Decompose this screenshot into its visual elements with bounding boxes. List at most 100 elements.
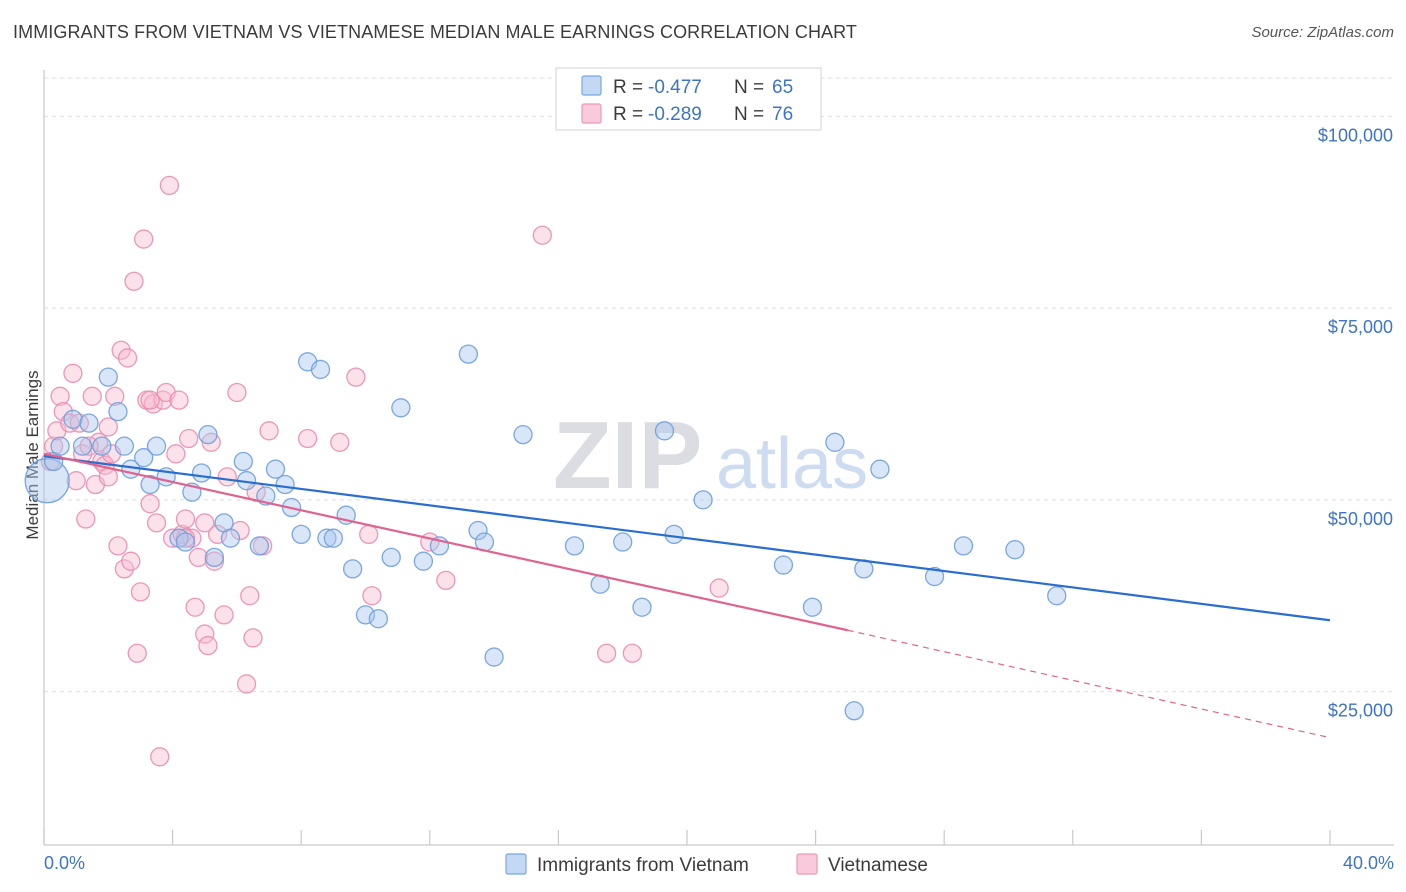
data-point-immigrants [198, 425, 218, 445]
y-tick-label: $25,000 [1328, 701, 1393, 721]
data-point-vietnamese [63, 363, 83, 383]
data-point-immigrants [317, 528, 337, 548]
data-point-vietnamese [227, 382, 247, 403]
data-point-immigrants [323, 528, 344, 548]
data-point-immigrants [191, 463, 212, 483]
data-point-vietnamese [330, 432, 350, 452]
legend-r-value: -0.289 [648, 104, 702, 125]
data-point-immigrants [391, 398, 411, 418]
data-point-immigrants [275, 474, 295, 495]
data-point-vietnamese [195, 624, 215, 644]
data-point-vietnamese [140, 390, 160, 410]
data-point-vietnamese [150, 747, 170, 767]
data-point-vietnamese [134, 229, 154, 249]
data-point-vietnamese [217, 467, 237, 487]
data-point-immigrants [265, 459, 286, 479]
legend-swatch-pink [581, 103, 602, 124]
legend-n-label: N = [734, 77, 764, 98]
data-point-vietnamese [195, 513, 215, 533]
data-point-vietnamese [198, 635, 218, 656]
data-point-immigrants [204, 547, 225, 568]
y-tick-label: $75,000 [1328, 317, 1393, 337]
data-point-vietnamese [76, 509, 96, 529]
data-point-immigrants [140, 474, 160, 495]
data-point-vietnamese [166, 444, 186, 464]
data-point-immigrants [1047, 586, 1067, 606]
data-point-immigrants [249, 536, 270, 556]
data-point-vietnamese [66, 471, 86, 491]
trend-line-vietnamese [43, 452, 848, 632]
data-point-immigrants [342, 559, 363, 579]
data-point-immigrants [1005, 540, 1025, 560]
data-point-vietnamese [240, 586, 260, 606]
data-point-vietnamese [188, 547, 208, 568]
data-point-vietnamese [346, 367, 366, 387]
data-point-immigrants [825, 432, 845, 452]
series-vietnamese-points [40, 175, 729, 767]
chart-title: IMMIGRANTS FROM VIETNAM VS VIETNAMESE ME… [13, 22, 858, 42]
trend-line-vietnamese-extrapolated [847, 629, 1331, 739]
legend-r-label: R = [613, 104, 643, 125]
data-point-immigrants [368, 609, 389, 629]
trend-line-immigrants [43, 455, 1331, 622]
data-point-immigrants [310, 359, 331, 380]
legend-n-value: 65 [772, 77, 793, 98]
data-point-vietnamese [105, 386, 125, 406]
data-point-vietnamese [108, 536, 128, 556]
data-point-immigrants [220, 528, 241, 548]
data-point-immigrants [72, 436, 93, 456]
data-point-immigrants [844, 701, 864, 721]
data-point-vietnamese [50, 386, 70, 406]
data-point-immigrants [484, 647, 504, 667]
data-point-immigrants [79, 413, 99, 433]
data-point-immigrants [924, 566, 945, 587]
data-point-immigrants [114, 436, 135, 456]
bottom-legend: Immigrants from Vietnam Vietnamese [505, 853, 928, 876]
y-tick-label: $50,000 [1328, 509, 1393, 529]
data-point-vietnamese [53, 401, 73, 422]
data-point-vietnamese [146, 513, 167, 533]
data-point-vietnamese [436, 570, 456, 591]
data-point-vietnamese [98, 417, 118, 437]
data-point-vietnamese [159, 175, 180, 196]
data-point-immigrants [63, 409, 83, 429]
trend-lines [43, 452, 1331, 739]
data-point-immigrants [175, 532, 196, 552]
data-point-vietnamese [121, 551, 141, 571]
data-point-vietnamese [117, 348, 138, 368]
data-point-immigrants [664, 524, 684, 545]
data-point-vietnamese [297, 428, 318, 449]
data-point-vietnamese [111, 340, 131, 360]
y-tick-label: $100,000 [1318, 125, 1393, 145]
data-point-vietnamese [82, 386, 102, 406]
data-point-immigrants [381, 547, 401, 568]
data-point-vietnamese [169, 390, 189, 410]
data-point-vietnamese [130, 582, 151, 602]
x-tick-label-max: 40.0% [1343, 853, 1394, 873]
data-point-vietnamese [243, 628, 263, 648]
bottom-legend-label-vietnamese: Vietnamese [828, 855, 928, 876]
data-point-vietnamese [127, 643, 147, 663]
data-point-vietnamese [532, 225, 552, 245]
y-axis-label: Median Male Earnings [23, 370, 42, 539]
data-point-immigrants [613, 532, 633, 552]
legend-box: R = -0.477 N = 65 R = -0.289 N = 76 [555, 67, 822, 131]
data-point-vietnamese [114, 559, 135, 579]
data-point-immigrants [108, 401, 128, 422]
x-axis-ticks [43, 830, 1331, 845]
data-point-immigrants [773, 555, 794, 575]
bottom-legend-swatch-blue [505, 853, 527, 875]
source-credit: Source: ZipAtlas.com [1251, 24, 1394, 41]
data-point-vietnamese [596, 643, 617, 663]
legend-n-value: 76 [772, 104, 793, 125]
data-point-immigrants [134, 448, 154, 468]
data-point-vietnamese [259, 421, 279, 441]
data-point-vietnamese [175, 509, 196, 529]
data-point-immigrants [802, 597, 823, 617]
data-point-immigrants [413, 551, 434, 571]
data-point-vietnamese [185, 597, 205, 617]
watermark-atlas: atlas [716, 424, 868, 504]
data-point-immigrants [693, 490, 713, 510]
data-point-vietnamese [236, 674, 257, 694]
